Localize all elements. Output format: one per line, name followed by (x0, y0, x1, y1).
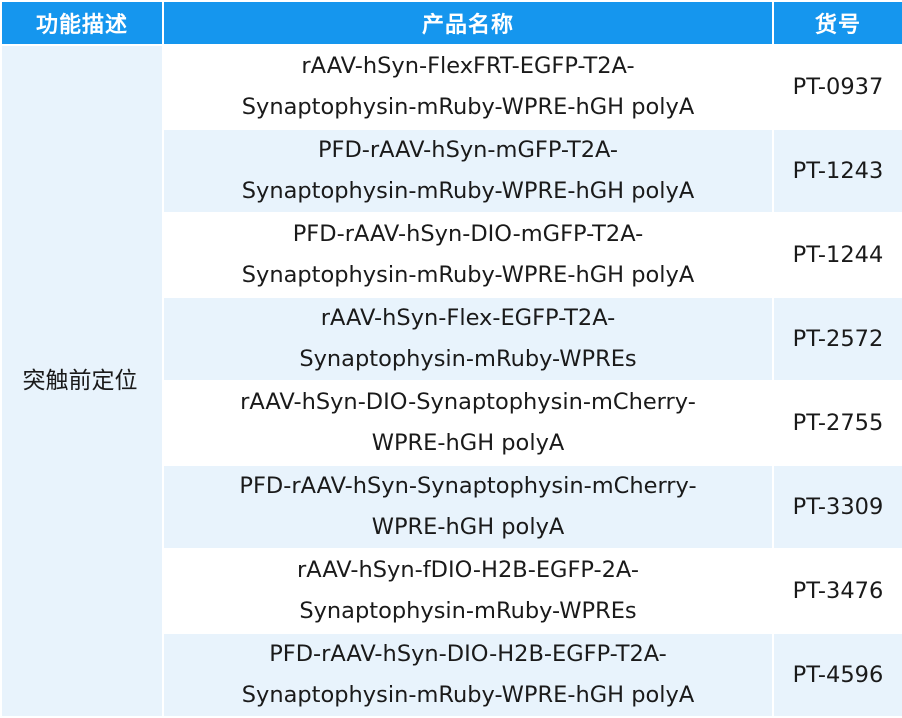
product-name-line2: Synaptophysin-mRuby-WPRE-hGH polyA (241, 682, 695, 708)
product-name-line2: Synaptophysin-mRuby-WPRE-hGH polyA (241, 262, 695, 288)
product-name-line1: rAAV-hSyn-Flex-EGFP-T2A- (320, 305, 616, 331)
category-cell: 突触前定位 (0, 44, 164, 718)
item-code-cell: PT-3476 (772, 548, 902, 634)
product-name-cell: rAAV-hSyn-DIO-Synaptophysin-mCherry- WPR… (162, 380, 774, 466)
product-name-cell: rAAV-hSyn-FlexFRT-EGFP-T2A- Synaptophysi… (162, 44, 774, 130)
product-name-line2: Synaptophysin-mRuby-WPRE-hGH polyA (241, 178, 695, 204)
table-row: 突触前定位 rAAV-hSyn-FlexFRT-EGFP-T2A- Synapt… (0, 44, 902, 718)
product-name-cell: PFD-rAAV-hSyn-Synaptophysin-mCherry- WPR… (162, 464, 774, 550)
product-name-line1: rAAV-hSyn-DIO-Synaptophysin-mCherry- (240, 389, 696, 415)
table-row: PFD-rAAV-hSyn-DIO-mGFP-T2A- Synaptophysi… (1, 212, 902, 298)
product-name-line1: rAAV-hSyn-FlexFRT-EGFP-T2A- (301, 53, 635, 79)
item-code: PT-2572 (792, 325, 884, 352)
item-code: PT-1244 (792, 241, 884, 268)
product-name-cell: PFD-rAAV-hSyn-DIO-H2B-EGFP-T2A- Synaptop… (162, 632, 774, 718)
item-code: PT-3309 (792, 493, 884, 520)
table-row: PFD-rAAV-hSyn-mGFP-T2A- Synaptophysin-mR… (1, 128, 902, 214)
product-name-line1: PFD-rAAV-hSyn-DIO-mGFP-T2A- (292, 221, 644, 247)
item-code: PT-0937 (792, 73, 884, 100)
header-product-name: 产品名称 (162, 0, 774, 46)
product-name-cell: rAAV-hSyn-fDIO-H2B-EGFP-2A- Synaptophysi… (162, 548, 774, 634)
product-name-line1: PFD-rAAV-hSyn-mGFP-T2A- (317, 137, 619, 163)
product-name-line1: PFD-rAAV-hSyn-DIO-H2B-EGFP-T2A- (269, 641, 667, 667)
product-name-cell: PFD-rAAV-hSyn-mGFP-T2A- Synaptophysin-mR… (162, 128, 774, 214)
product-name-cell: rAAV-hSyn-Flex-EGFP-T2A- Synaptophysin-m… (162, 296, 774, 382)
item-code-cell: PT-2572 (772, 296, 902, 382)
product-name-line2: Synaptophysin-mRuby-WPRE-hGH polyA (241, 94, 695, 120)
table-header-row: 功能描述 产品名称 货号 (0, 0, 902, 46)
product-name-line2: WPRE-hGH polyA (371, 430, 565, 456)
item-code-cell: PT-2755 (772, 380, 902, 466)
item-code-cell: PT-1244 (772, 212, 902, 298)
item-code: PT-1243 (792, 157, 884, 184)
table-row: PFD-rAAV-hSyn-Synaptophysin-mCherry- WPR… (1, 464, 902, 550)
product-name-line1: rAAV-hSyn-fDIO-H2B-EGFP-2A- (297, 557, 639, 583)
item-code-cell: PT-1243 (772, 128, 902, 214)
product-name-line2: Synaptophysin-mRuby-WPREs (299, 346, 637, 372)
product-name-cell: PFD-rAAV-hSyn-DIO-mGFP-T2A- Synaptophysi… (162, 212, 774, 298)
item-code: PT-3476 (792, 577, 884, 604)
item-code-cell: PT-3309 (772, 464, 902, 550)
table-row: rAAV-hSyn-fDIO-H2B-EGFP-2A- Synaptophysi… (1, 548, 902, 634)
item-code: PT-2755 (792, 409, 884, 436)
table-row: rAAV-hSyn-DIO-Synaptophysin-mCherry- WPR… (1, 380, 902, 466)
item-code-cell: PT-0937 (772, 44, 902, 130)
header-item-code: 货号 (772, 0, 902, 46)
header-function: 功能描述 (0, 0, 164, 46)
table-row: rAAV-hSyn-Flex-EGFP-T2A- Synaptophysin-m… (1, 296, 902, 382)
item-code-cell: PT-4596 (772, 632, 902, 718)
product-name-line2: Synaptophysin-mRuby-WPREs (299, 598, 637, 624)
item-code: PT-4596 (792, 661, 884, 688)
product-name-line1: PFD-rAAV-hSyn-Synaptophysin-mCherry- (239, 473, 697, 499)
product-name-line2: WPRE-hGH polyA (371, 514, 565, 540)
